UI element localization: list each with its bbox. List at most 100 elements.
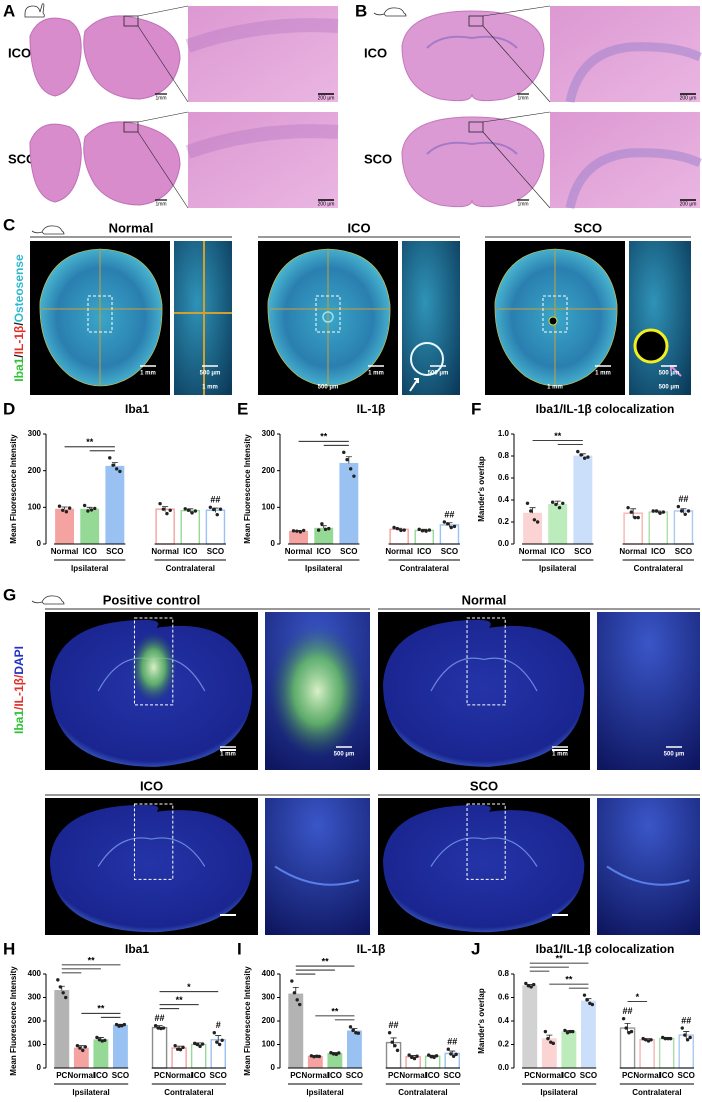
data-point: [633, 515, 637, 520]
scale-label: 1mm: [155, 95, 166, 101]
data-point: [529, 509, 533, 513]
significance-label: **: [97, 1004, 105, 1014]
data-point: [165, 511, 169, 516]
x-tick-label: SCO: [210, 1071, 227, 1080]
data-point: [651, 509, 655, 513]
x-tick-label: Normal: [519, 547, 547, 556]
bar: [658, 1037, 675, 1069]
data-point: [543, 1029, 548, 1034]
significance-label: **: [322, 956, 330, 966]
inset-line: [482, 131, 551, 209]
x-tick-label: Normal: [285, 547, 313, 556]
data-point: [315, 1054, 319, 1058]
data-point: [586, 455, 590, 459]
arrow: [409, 378, 419, 392]
data-point: [327, 526, 331, 531]
data-point: [161, 507, 166, 511]
y-tick-label: 100: [28, 502, 42, 511]
significance-label: **: [565, 975, 573, 985]
error-bar: [345, 456, 352, 464]
bar: [414, 529, 435, 545]
data-point: [195, 1042, 199, 1047]
x-tick-label: ICO: [426, 1071, 440, 1080]
group-label: Contralateral: [398, 1088, 447, 1097]
data-point: [173, 1043, 177, 1048]
row-label: SCO: [8, 151, 36, 166]
data-point: [446, 1047, 450, 1051]
x-tick-label: ICO: [651, 547, 665, 556]
significance-label: ##: [447, 1037, 457, 1047]
stain-part: IL-1β: [12, 326, 26, 355]
stain-part: /: [12, 706, 26, 710]
group-label: Ipsilateral: [71, 564, 108, 573]
x-tick-label: SCO: [441, 547, 458, 556]
data-point: [399, 528, 403, 533]
roi-box: [133, 617, 174, 706]
data-point: [215, 1040, 219, 1044]
data-point: [120, 1023, 124, 1028]
zoom-image: [188, 6, 338, 102]
x-tick-label: ICO: [551, 547, 565, 556]
data-point: [158, 501, 162, 506]
data-point: [524, 981, 528, 986]
data-point: [526, 984, 531, 988]
data-point: [290, 979, 294, 983]
scale-label: 500 μm: [659, 371, 680, 377]
y-tick-label: 200: [262, 466, 276, 475]
data-point: [193, 1041, 197, 1046]
bar: [639, 1039, 655, 1069]
data-point: [97, 1038, 102, 1042]
hippocampus: [426, 141, 518, 155]
x-tick-label: Normal: [399, 1071, 427, 1080]
data-point: [402, 528, 406, 532]
significance-label: **: [331, 1006, 339, 1016]
panel-letter: F: [471, 399, 481, 418]
lesion-glow: [130, 632, 177, 703]
data-point: [298, 1002, 302, 1007]
group-label: Contralateral: [634, 564, 683, 573]
data-point: [351, 1028, 355, 1033]
mouse-icon: [373, 7, 407, 17]
scale-label: 1 mm: [140, 371, 156, 377]
y-axis-label: Mander's overlap: [477, 988, 486, 1054]
bar: [522, 985, 538, 1069]
y-tick-label: 300: [28, 429, 42, 438]
data-point: [95, 1035, 99, 1040]
data-point: [424, 529, 428, 533]
x-tick-label: SCO: [112, 1071, 129, 1080]
inset-line: [482, 5, 551, 17]
data-point: [198, 1044, 202, 1049]
suture: [270, 251, 390, 386]
data-point: [393, 1043, 397, 1048]
data-point: [352, 474, 356, 478]
bar: [619, 1027, 636, 1069]
data-point: [75, 1043, 80, 1048]
data-point: [563, 1028, 567, 1033]
x-tick-label: Normal: [536, 1071, 564, 1080]
bar: [80, 508, 100, 545]
data-point: [354, 1031, 358, 1035]
data-point: [661, 1035, 665, 1040]
bar: [561, 1031, 577, 1069]
data-point: [392, 525, 396, 530]
data-point: [86, 509, 90, 513]
data-point: [220, 1038, 224, 1042]
inset-box: [123, 121, 139, 133]
inset-box: [468, 15, 484, 27]
data-point: [685, 1038, 690, 1042]
data-point: [624, 1026, 628, 1030]
data-point: [532, 518, 537, 522]
y-tick-label: 0: [37, 539, 42, 548]
chart-title: Iba1/IL-1β colocalization: [536, 402, 675, 416]
x-tick-label: SCO: [574, 547, 591, 556]
bar: [54, 990, 70, 1069]
error-bar: [61, 506, 68, 510]
data-point: [387, 1031, 392, 1035]
scale-label: 1 mm: [202, 385, 218, 391]
bar: [205, 509, 226, 545]
data-point: [546, 1036, 550, 1041]
chart-title: Iba1/IL-1β colocalization: [536, 942, 675, 956]
implant-site: [322, 311, 334, 323]
significance-label: ##: [444, 509, 454, 519]
data-point: [451, 1054, 456, 1058]
